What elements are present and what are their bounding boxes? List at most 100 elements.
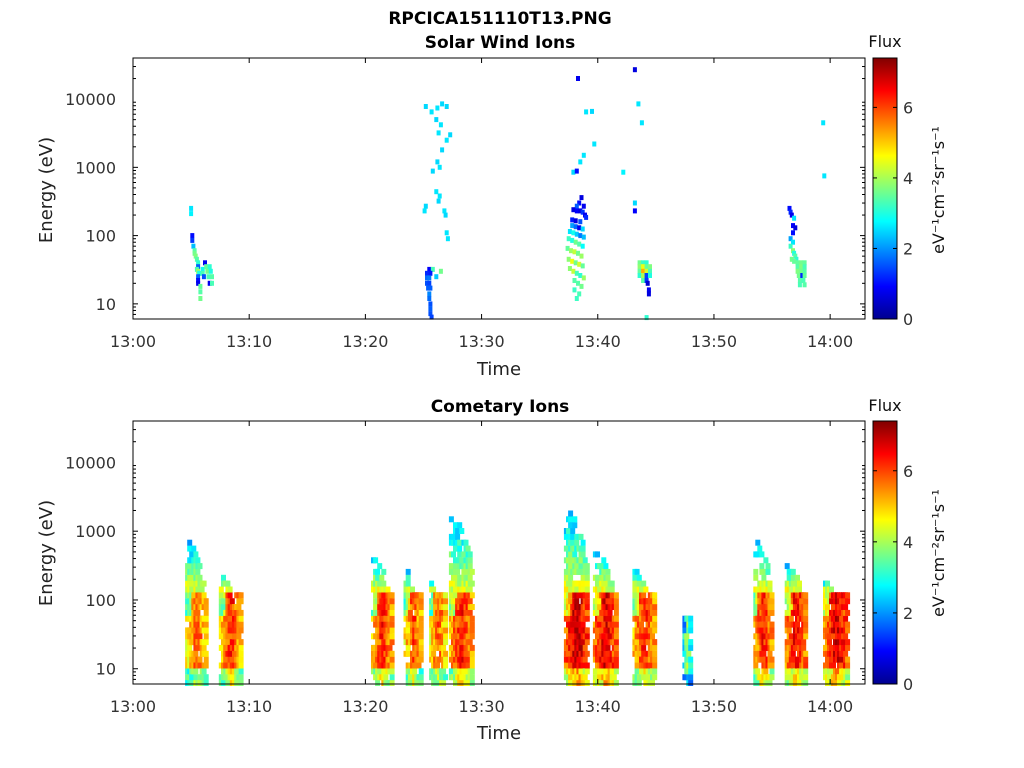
cometary-ylabel: Energy (eV) (36, 500, 57, 606)
heatmap-cell (601, 568, 607, 575)
heatmap-cell (198, 289, 203, 295)
x-tick-label: 13:00 (110, 332, 156, 351)
heatmap-cell (795, 574, 800, 581)
heatmap-cell (437, 164, 442, 170)
heatmap-cell (443, 598, 449, 605)
heatmap-cell (652, 621, 658, 628)
heatmap-cell (469, 627, 475, 634)
heatmap-cell (425, 280, 429, 286)
heatmap-cell (605, 644, 611, 651)
heatmap-cell (191, 592, 197, 599)
heatmap-cell (377, 580, 383, 587)
heatmap-cell (572, 516, 578, 523)
heatmap-cell (837, 680, 842, 686)
heatmap-cell (448, 656, 454, 663)
heatmap-cell (431, 586, 437, 593)
heatmap-cell (418, 598, 424, 605)
heatmap-cell (238, 650, 244, 657)
heatmap-cell (765, 568, 771, 575)
heatmap-cell (841, 639, 847, 646)
heatmap-cell (833, 680, 838, 686)
heatmap-cell (584, 563, 590, 570)
heatmap-cell (632, 208, 637, 214)
heatmap-cell (597, 586, 603, 593)
heatmap-cell (453, 574, 458, 581)
heatmap-cell (757, 615, 763, 622)
heatmap-cell (459, 674, 465, 681)
heatmap-cell (577, 225, 582, 231)
heatmap-cell (193, 551, 199, 558)
heatmap-cell (469, 668, 475, 675)
heatmap-cell (418, 604, 424, 610)
heatmap-cell (595, 656, 600, 663)
heatmap-cell (192, 250, 197, 256)
heatmap-cell (566, 256, 571, 262)
heatmap-cell (572, 522, 578, 529)
heatmap-cell (784, 592, 790, 599)
heatmap-cell (427, 266, 432, 272)
heatmap-cell (238, 592, 244, 599)
heatmap-cell (381, 580, 387, 587)
heatmap-cell (799, 598, 805, 605)
heatmap-cell (688, 621, 694, 628)
heatmap-cell (684, 633, 690, 640)
heatmap-cell (603, 668, 609, 675)
heatmap-cell (203, 639, 209, 646)
heatmap-cell (440, 147, 445, 153)
heatmap-cell (381, 592, 387, 599)
heatmap-cell (203, 674, 209, 681)
heatmap-cell (759, 627, 765, 634)
heatmap-cell (757, 674, 763, 681)
heatmap-cell (769, 627, 775, 634)
heatmap-cell (595, 580, 600, 587)
heatmap-cell (453, 522, 458, 529)
heatmap-cell (429, 609, 435, 616)
heatmap-cell (791, 223, 795, 229)
heatmap-cell (465, 615, 471, 622)
heatmap-cell (467, 563, 473, 570)
heatmap-cell (792, 258, 797, 264)
heatmap-cell (613, 656, 619, 663)
heatmap-cell (845, 674, 851, 681)
heatmap-cell (803, 598, 809, 605)
heatmap-cell (453, 592, 458, 599)
heatmap-cell (796, 273, 801, 278)
figure-title: RPCICA151110T13.PNG (388, 9, 611, 29)
heatmap-cell (208, 268, 213, 274)
heatmap-cell (592, 668, 598, 675)
heatmap-cell (800, 273, 805, 278)
heatmap-cell (652, 598, 658, 605)
heatmap-cell (637, 273, 642, 278)
heatmap-cell (632, 200, 637, 206)
heatmap-cell (565, 245, 570, 251)
heatmap-cell (769, 633, 775, 640)
heatmap-cell (803, 621, 809, 628)
heatmap-cell (757, 604, 763, 610)
heatmap-cell (831, 604, 836, 610)
heatmap-cell (802, 282, 807, 288)
heatmap-cell (441, 668, 447, 675)
heatmap-cell (377, 604, 383, 610)
heatmap-cell (563, 586, 569, 593)
heatmap-cell (788, 633, 794, 640)
heatmap-cell (572, 662, 578, 669)
heatmap-cell (639, 120, 644, 126)
heatmap-cell (430, 266, 435, 272)
heatmap-cell (467, 551, 473, 558)
heatmap-cell (221, 680, 226, 686)
heatmap-cell (634, 662, 640, 669)
heatmap-cell (613, 598, 619, 605)
heatmap-cell (767, 650, 773, 657)
heatmap-cell (568, 516, 574, 523)
heatmap-cell (843, 650, 849, 657)
heatmap-cell (238, 662, 244, 669)
heatmap-cell (389, 639, 395, 646)
heatmap-cell (790, 662, 796, 669)
heatmap-cell (648, 268, 652, 274)
solar-wind-axes-box (132, 57, 866, 320)
heatmap-cell (469, 615, 475, 622)
heatmap-cell (803, 633, 809, 640)
heatmap-cell (563, 662, 569, 669)
heatmap-cell (790, 650, 796, 657)
heatmap-cell (572, 551, 578, 558)
